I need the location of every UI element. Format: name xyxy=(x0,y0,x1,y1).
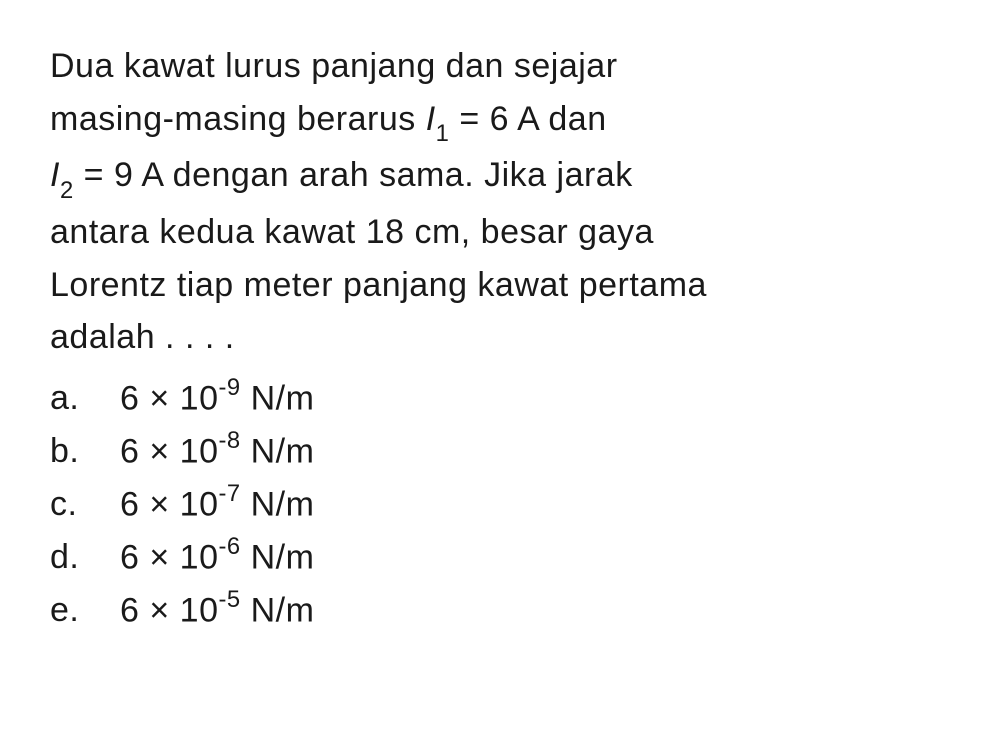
option-exp: -6 xyxy=(218,533,240,560)
option-letter: e. xyxy=(50,584,120,637)
option-letter: c. xyxy=(50,478,120,531)
option-value: 6 × 10-8 N/m xyxy=(120,425,314,478)
option-value: 6 × 10-7 N/m xyxy=(120,478,314,531)
option-c: c. 6 × 10-7 N/m xyxy=(50,478,950,531)
question-block: Dua kawat lurus panjang dan sejajar masi… xyxy=(50,40,950,364)
option-e: e. 6 × 10-5 N/m xyxy=(50,584,950,637)
variable-i2: I xyxy=(50,156,60,194)
option-value: 6 × 10-9 N/m xyxy=(120,372,314,425)
option-exp: -9 xyxy=(218,374,240,401)
option-unit: N/m xyxy=(241,432,315,470)
option-unit: N/m xyxy=(241,591,315,629)
option-value: 6 × 10-5 N/m xyxy=(120,584,314,637)
question-line-4: antara kedua kawat 18 cm, besar gaya xyxy=(50,213,654,251)
option-unit: N/m xyxy=(241,538,315,576)
option-coef: 6 × 10 xyxy=(120,538,218,576)
option-b: b. 6 × 10-8 N/m xyxy=(50,425,950,478)
option-d: d. 6 × 10-6 N/m xyxy=(50,531,950,584)
options-list: a. 6 × 10-9 N/m b. 6 × 10-8 N/m c. 6 × 1… xyxy=(50,372,950,637)
option-exp: -7 xyxy=(218,480,240,507)
question-line-1: Dua kawat lurus panjang dan sejajar xyxy=(50,47,618,85)
i2-eq: = 9 A dengan arah sama. Jika jarak xyxy=(74,156,633,194)
option-coef: 6 × 10 xyxy=(120,485,218,523)
subscript-1: 1 xyxy=(436,120,450,147)
option-coef: 6 × 10 xyxy=(120,432,218,470)
option-value: 6 × 10-6 N/m xyxy=(120,531,314,584)
option-unit: N/m xyxy=(241,379,315,417)
option-unit: N/m xyxy=(241,485,315,523)
option-letter: b. xyxy=(50,425,120,478)
option-letter: a. xyxy=(50,372,120,425)
question-line-5: Lorentz tiap meter panjang kawat pertama xyxy=(50,266,707,304)
question-line-6: adalah . . . . xyxy=(50,318,235,356)
subscript-2: 2 xyxy=(60,177,74,204)
option-exp: -8 xyxy=(218,427,240,454)
option-coef: 6 × 10 xyxy=(120,591,218,629)
option-letter: d. xyxy=(50,531,120,584)
option-a: a. 6 × 10-9 N/m xyxy=(50,372,950,425)
i1-eq: = 6 A dan xyxy=(449,100,606,138)
question-line-2-pre: masing-masing berarus xyxy=(50,100,426,138)
option-exp: -5 xyxy=(218,586,240,613)
variable-i1: I xyxy=(426,100,436,138)
option-coef: 6 × 10 xyxy=(120,379,218,417)
